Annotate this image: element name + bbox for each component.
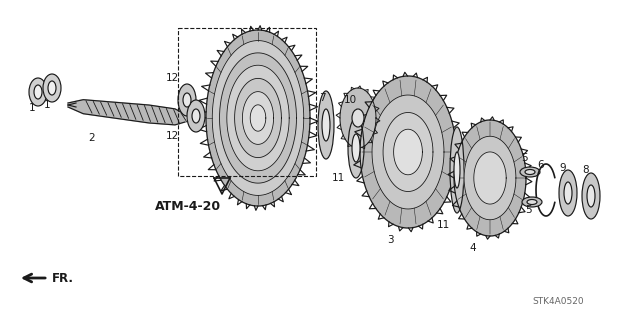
Text: FR.: FR. [52,271,74,285]
Polygon shape [383,113,433,191]
Ellipse shape [522,197,542,207]
Text: 12: 12 [165,131,179,141]
Ellipse shape [352,109,364,127]
Ellipse shape [322,109,330,141]
Polygon shape [235,78,282,158]
Ellipse shape [348,118,364,178]
Text: STK4A0520: STK4A0520 [532,298,584,307]
Ellipse shape [318,91,334,159]
Polygon shape [227,65,289,171]
Text: 10: 10 [344,95,356,105]
Ellipse shape [183,93,191,107]
Polygon shape [220,53,296,183]
Text: 11: 11 [332,173,344,183]
Ellipse shape [29,78,47,106]
Text: 6: 6 [538,160,544,170]
Polygon shape [212,41,304,196]
Ellipse shape [520,167,540,177]
Text: 12: 12 [165,73,179,83]
Text: 9: 9 [560,163,566,173]
Polygon shape [474,152,506,204]
Text: 1: 1 [29,103,35,113]
Ellipse shape [582,173,600,219]
Ellipse shape [559,170,577,216]
Polygon shape [206,30,310,206]
Ellipse shape [525,169,535,174]
Text: 4: 4 [470,243,476,253]
Polygon shape [454,120,526,236]
Ellipse shape [178,84,196,116]
Ellipse shape [187,100,205,132]
Ellipse shape [454,152,460,188]
Text: 5: 5 [521,153,527,163]
Text: 11: 11 [436,220,450,230]
Polygon shape [360,76,456,228]
Polygon shape [372,95,444,209]
Ellipse shape [564,182,572,204]
Polygon shape [68,100,185,125]
Polygon shape [464,136,516,220]
Ellipse shape [48,81,56,95]
Ellipse shape [352,134,360,162]
Text: 5: 5 [525,205,531,215]
Text: 2: 2 [89,133,95,143]
Polygon shape [340,88,376,148]
Ellipse shape [34,85,42,99]
Text: 1: 1 [44,100,51,110]
Ellipse shape [192,109,200,123]
Text: 8: 8 [582,165,589,175]
Text: 3: 3 [387,235,394,245]
Text: ATM-4-20: ATM-4-20 [155,200,221,213]
Ellipse shape [43,74,61,102]
Polygon shape [250,105,266,131]
Text: 7: 7 [319,93,325,103]
Ellipse shape [450,127,464,213]
Polygon shape [394,129,422,175]
Ellipse shape [587,185,595,207]
Polygon shape [243,92,274,145]
Ellipse shape [527,199,537,204]
